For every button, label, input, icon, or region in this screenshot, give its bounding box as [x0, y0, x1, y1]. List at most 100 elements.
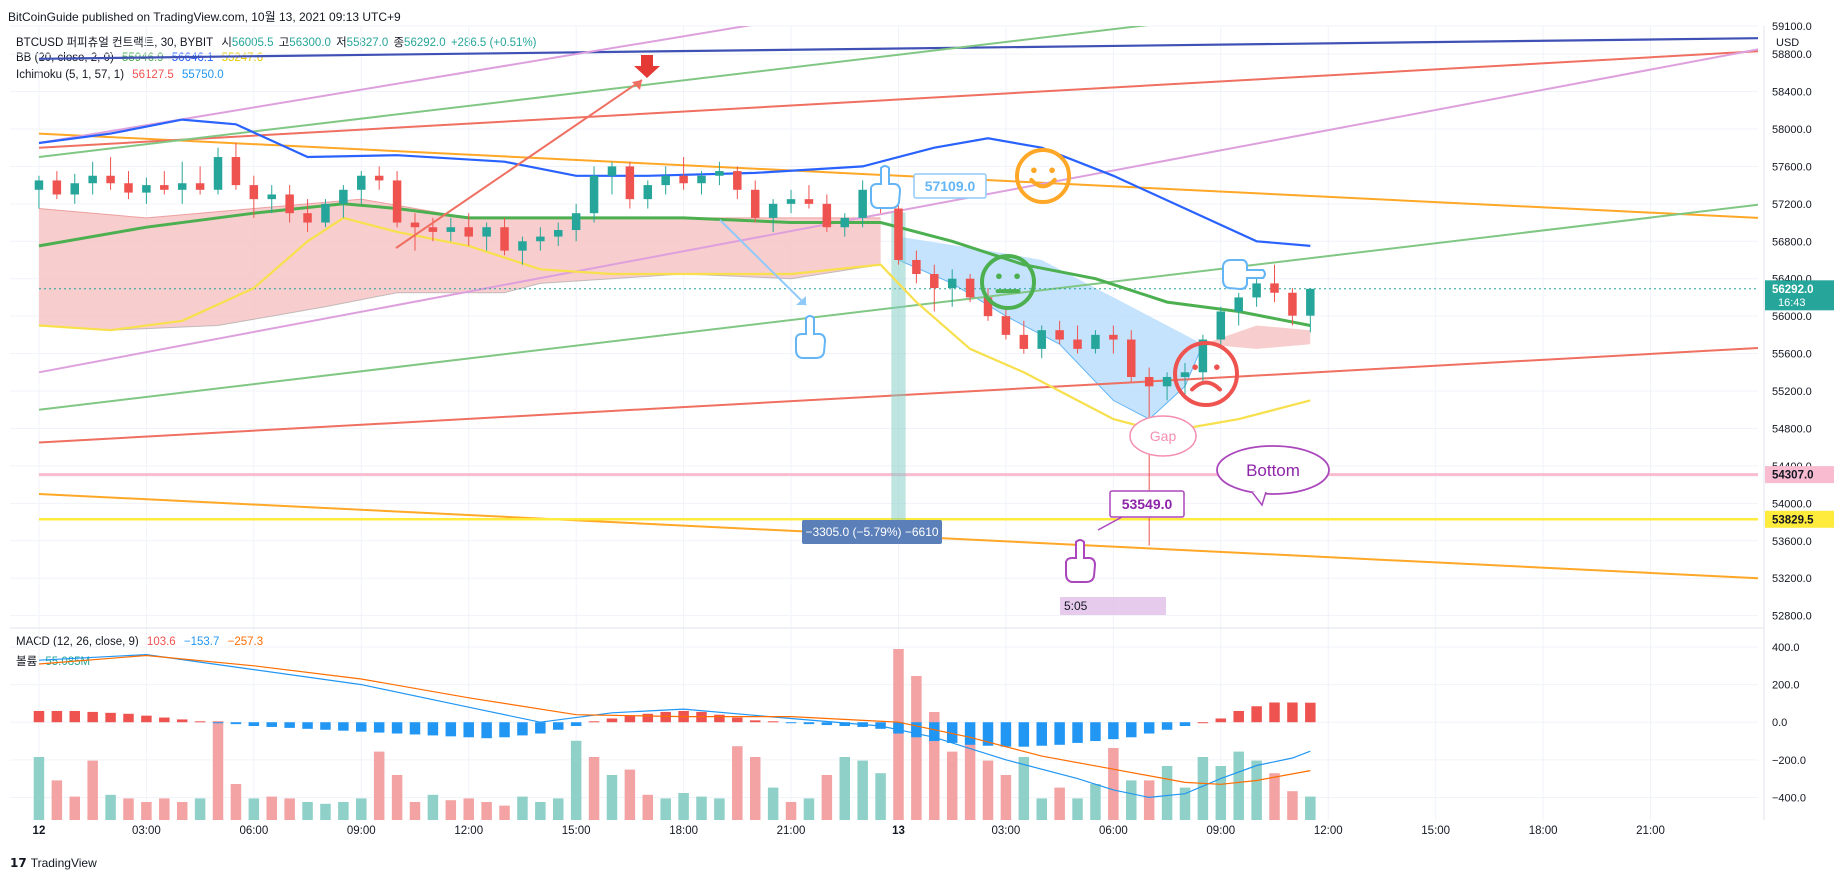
volume-bar [141, 802, 152, 820]
candle-body [894, 208, 903, 260]
candle-body [1180, 372, 1190, 377]
macd-hist-bar [212, 722, 224, 724]
volume-bar [230, 784, 242, 820]
candle-body [912, 259, 921, 275]
candle-body [1144, 376, 1154, 387]
sad-face-icon-mouth [1190, 380, 1222, 392]
candle-body [213, 157, 223, 190]
candle-body [1037, 330, 1046, 349]
candle-body [571, 213, 581, 231]
ohlc-low: 저55827.0 [336, 37, 389, 49]
price-tick: 57600.0 [1772, 161, 1812, 173]
price-label-box [1765, 510, 1834, 528]
price-tick: 58800.0 [1772, 49, 1812, 61]
macd-hist-bar [929, 722, 940, 742]
publisher-line: BitCoinGuide published on TradingView.co… [8, 10, 401, 24]
candle-body [70, 183, 80, 195]
macd-hist-bar [893, 722, 904, 734]
volume-bar [302, 802, 313, 820]
candle-body [786, 199, 796, 204]
candle-body [1252, 283, 1261, 298]
time-tick: 15:00 [1421, 825, 1450, 837]
blue-arrow-line [719, 219, 807, 306]
time-tick: 15:00 [562, 825, 591, 837]
macd-hist-bar [230, 722, 242, 725]
volume-bar [982, 760, 994, 820]
candle-body [1073, 339, 1082, 349]
volume-bar [1090, 784, 1101, 820]
volume-bar [732, 746, 743, 820]
candle-body [1306, 288, 1315, 316]
symbol-legend[interactable]: BTCUSD 퍼피츄얼 컨트랙트, 30, BYBIT 시56005.5 고56… [16, 34, 542, 50]
macd-hist-bar [1126, 722, 1137, 738]
macd-hist-bar [266, 722, 277, 727]
candle-body [679, 175, 688, 184]
candle-body [195, 183, 205, 190]
blue-arrow-head [796, 296, 806, 305]
sad-face-icon-eye-l [1192, 364, 1198, 370]
macd-line-value: −153.7 [183, 636, 220, 648]
time-tick: 12:00 [1314, 825, 1343, 837]
ichimoku-legend[interactable]: Ichimoku (5, 1, 57, 1) 56127.5 55750.0 [16, 69, 229, 81]
candle-body [34, 180, 44, 190]
volume-bar [642, 794, 654, 820]
candle-body [231, 157, 241, 186]
price-change: +286.5 (+0.51%) [450, 37, 537, 49]
volume-bar [606, 775, 618, 820]
candle-body [464, 227, 473, 237]
candle-body [1001, 316, 1011, 335]
volume-bar [1000, 775, 1012, 820]
price-callout-top: 57109.0 [925, 178, 976, 194]
time-tick: 09:00 [1206, 825, 1235, 837]
time-tick: 12 [33, 825, 46, 837]
callout-low-pointer [1097, 516, 1123, 531]
candle-body [428, 227, 438, 232]
time-tick: 18:00 [669, 825, 698, 837]
volume-bar [1126, 780, 1137, 820]
candle-body [124, 183, 133, 193]
macd-hist-bar [1287, 702, 1298, 723]
volume-bar [839, 757, 851, 820]
volume-bar [1143, 780, 1155, 820]
bb-basis-line [38, 202, 1311, 327]
macd-hist-bar [839, 722, 851, 726]
volume-bar [570, 740, 582, 820]
macd-hist-bar [105, 712, 116, 723]
macd-hist-bar [499, 722, 510, 738]
candle-body [1288, 292, 1297, 316]
candle-body [822, 203, 832, 228]
candle-body [1091, 334, 1100, 349]
time-tick: 03:00 [132, 825, 161, 837]
macd-hist-bar [248, 722, 260, 726]
price-callout-low: 53549.0 [1122, 496, 1173, 512]
footer-brand[interactable]: 17 TradingView [10, 856, 97, 870]
volume-bar [1018, 757, 1030, 820]
macd-hist-bar [1197, 722, 1209, 724]
candle-body [858, 189, 867, 218]
candle-body [339, 189, 348, 204]
volume-bar [588, 757, 600, 820]
volume-bar [1305, 796, 1316, 820]
candle-body [715, 171, 724, 176]
macd-hist-bar [964, 722, 976, 745]
candle-body [285, 194, 294, 214]
measure-label-box [802, 520, 942, 544]
macd-hist-bar [785, 722, 797, 724]
candle-body [267, 194, 276, 200]
price-tick: 54000.0 [1772, 498, 1812, 510]
volume-bar [678, 793, 689, 820]
neutral-face-icon-eye-l [996, 273, 1002, 280]
trend-line-red-upper [38, 50, 1758, 149]
macd-hist-bar [284, 722, 295, 728]
price-tick: 56000.0 [1772, 311, 1812, 323]
macd-hist-bar [767, 721, 779, 723]
volume-bar [194, 798, 206, 820]
time-tick: 03:00 [992, 825, 1021, 837]
macd-tick: 200.0 [1772, 680, 1800, 692]
candle-body [482, 227, 491, 237]
happy-face-icon-eye-l [1031, 167, 1037, 174]
macd-hist-bar [33, 710, 45, 723]
bottom-bubble-tail [1251, 491, 1267, 507]
candle-body [500, 227, 509, 251]
